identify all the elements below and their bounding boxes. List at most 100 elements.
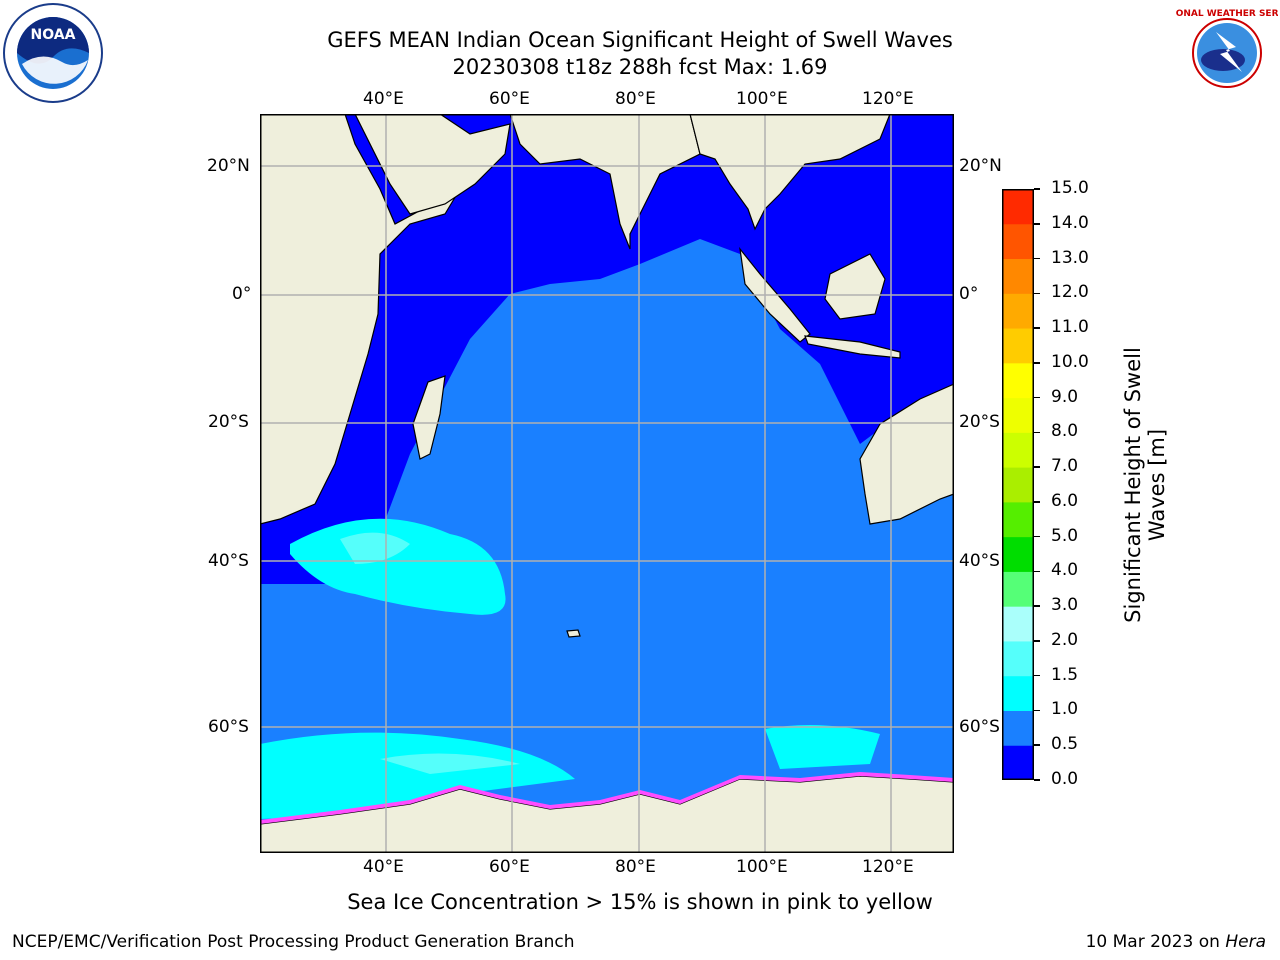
map-panel xyxy=(259,113,955,854)
colorbar-label-line1: Significant Height of Swell xyxy=(1121,347,1145,623)
noaa-logo: NOAA xyxy=(2,2,104,104)
lat-label-left-20s: 20°S xyxy=(208,412,249,432)
colorbar-segment xyxy=(1002,501,1034,538)
land-africa xyxy=(259,113,462,525)
swell-lightcyan-patch-1 xyxy=(340,532,410,564)
footer-date: 10 Mar 2023 on Hera xyxy=(1086,932,1266,952)
land-arabia xyxy=(354,113,511,215)
swell-cyan-patch-2 xyxy=(260,732,575,819)
chart-title-line1: GEFS MEAN Indian Ocean Significant Heigh… xyxy=(327,28,953,52)
colorbar-tick-label: 14.0 xyxy=(1051,212,1089,233)
ocean-deep-blue-north xyxy=(260,114,954,584)
colorbar-segment xyxy=(1002,328,1034,364)
colorbar-tick-label: 1.0 xyxy=(1051,699,1079,720)
footer-host: Hera xyxy=(1225,932,1266,952)
map-frame xyxy=(260,114,954,853)
colorbar-segment xyxy=(1002,223,1034,260)
colorbar-tick-label: 10.0 xyxy=(1051,351,1089,372)
colorbar-tick-label: 3.0 xyxy=(1051,595,1079,616)
colorbar-tick-mark xyxy=(1034,570,1040,573)
chart-title-line2: 20230308 t18z 288h fcst Max: 1.69 xyxy=(452,55,828,79)
colorbar-segment xyxy=(1002,432,1034,468)
footer-producer: NCEP/EMC/Verification Post Processing Pr… xyxy=(12,932,575,952)
colorbar-tick-mark xyxy=(1034,188,1040,190)
colorbar-tick-mark xyxy=(1034,779,1040,781)
colorbar-tick-label: 1.5 xyxy=(1051,664,1079,685)
lat-label-left-20n: 20°N xyxy=(207,156,250,176)
lon-label-bottom-120e: 120°E xyxy=(862,857,914,877)
lon-label-top-100e: 100°E xyxy=(736,89,788,109)
colorbar-tick-label: 11.0 xyxy=(1051,317,1089,338)
colorbar-tick-mark xyxy=(1034,605,1040,607)
lon-label-bottom-80e: 80°E xyxy=(615,857,656,877)
land-java xyxy=(804,335,901,359)
nws-logo: NATIONAL WEATHER SERVICE xyxy=(1152,2,1280,104)
colorbar-tick-label: 6.0 xyxy=(1051,490,1079,511)
colorbar-tick-label: 5.0 xyxy=(1051,525,1079,546)
swell-cyan-patch-3 xyxy=(765,725,880,769)
lon-label-bottom-40e: 40°E xyxy=(363,857,404,877)
land-madagascar xyxy=(412,375,446,460)
colorbar-segment xyxy=(1002,710,1034,746)
land-kerguelen xyxy=(566,629,581,638)
lat-label-right-60s: 60°S xyxy=(959,717,1000,737)
svg-text:NOAA: NOAA xyxy=(31,27,76,43)
swell-height-map xyxy=(259,113,955,854)
svg-text:NATIONAL WEATHER SERVICE: NATIONAL WEATHER SERVICE xyxy=(1176,9,1278,19)
colorbar-tick-mark xyxy=(1034,257,1040,260)
colorbar-tick-mark xyxy=(1034,709,1040,712)
sea-ice-note: Sea Ice Concentration > 15% is shown in … xyxy=(347,890,933,914)
colorbar-segment xyxy=(1002,293,1034,329)
colorbar-tick-label: 13.0 xyxy=(1051,247,1089,268)
lat-label-left-60s: 60°S xyxy=(208,717,249,737)
colorbar-segment xyxy=(1002,606,1034,642)
colorbar-tick-mark xyxy=(1034,501,1040,503)
colorbar-segment xyxy=(1002,536,1034,572)
colorbar-tick-label: 15.0 xyxy=(1051,178,1089,198)
colorbar-tick-mark xyxy=(1034,292,1040,295)
lat-label-right-0: 0° xyxy=(959,284,979,304)
lon-label-bottom-100e: 100°E xyxy=(736,857,788,877)
colorbar-tick-mark xyxy=(1034,466,1040,468)
colorbar-tick-label: 7.0 xyxy=(1051,456,1079,477)
colorbar-tick-mark xyxy=(1034,396,1040,399)
lon-label-top-60e: 60°E xyxy=(489,89,530,109)
colorbar-ticks: 0.0 0.5 1.0 1.5 2.0 3.0 4.0 5.0 6.0 7.0 8.0 9.0 10.0… xyxy=(1034,178,1104,789)
colorbar-tick-mark xyxy=(1034,640,1040,642)
colorbar-segment xyxy=(1002,397,1034,433)
lat-label-left-40s: 40°S xyxy=(208,551,249,571)
colorbar-segment xyxy=(1002,640,1034,677)
colorbar-segment xyxy=(1002,189,1034,225)
colorbar-segment xyxy=(1002,258,1034,294)
colorbar-tick-mark xyxy=(1034,674,1040,677)
colorbar-tick-mark xyxy=(1034,535,1040,538)
colorbar-tick-mark xyxy=(1034,431,1040,434)
colorbar-tick-label: 8.0 xyxy=(1051,421,1079,442)
colorbar xyxy=(1002,189,1034,781)
colorbar-frame xyxy=(1002,189,1034,780)
colorbar-segment xyxy=(1002,675,1034,711)
colorbar-tick-mark xyxy=(1034,223,1040,225)
lat-label-right-20n: 20°N xyxy=(959,156,1002,176)
lon-label-top-40e: 40°E xyxy=(363,89,404,109)
colorbar-tick-label: 4.0 xyxy=(1051,560,1079,581)
colorbar-label-line2: Waves [m] xyxy=(1145,428,1169,542)
land-australia xyxy=(859,383,955,525)
lat-label-left-0: 0° xyxy=(232,284,252,304)
colorbar-tick-label: 12.0 xyxy=(1051,282,1089,303)
colorbar-segment xyxy=(1002,745,1034,781)
colorbar-tick-label: 2.0 xyxy=(1051,629,1079,650)
lon-label-top-80e: 80°E xyxy=(615,89,656,109)
lon-label-top-120e: 120°E xyxy=(862,89,914,109)
colorbar-tick-label: 9.0 xyxy=(1051,386,1079,407)
colorbar-tick-label: 0.5 xyxy=(1051,734,1079,755)
colorbar-segment xyxy=(1002,362,1034,399)
colorbar-segment xyxy=(1002,571,1034,607)
graticule xyxy=(260,114,954,853)
land-borneo xyxy=(824,253,886,320)
lat-label-right-20s: 20°S xyxy=(959,412,1000,432)
lat-label-right-40s: 40°S xyxy=(959,551,1000,571)
colorbar-tick-mark xyxy=(1034,362,1040,364)
colorbar-tick-mark xyxy=(1034,744,1040,746)
colorbar-tick-mark xyxy=(1034,327,1040,329)
